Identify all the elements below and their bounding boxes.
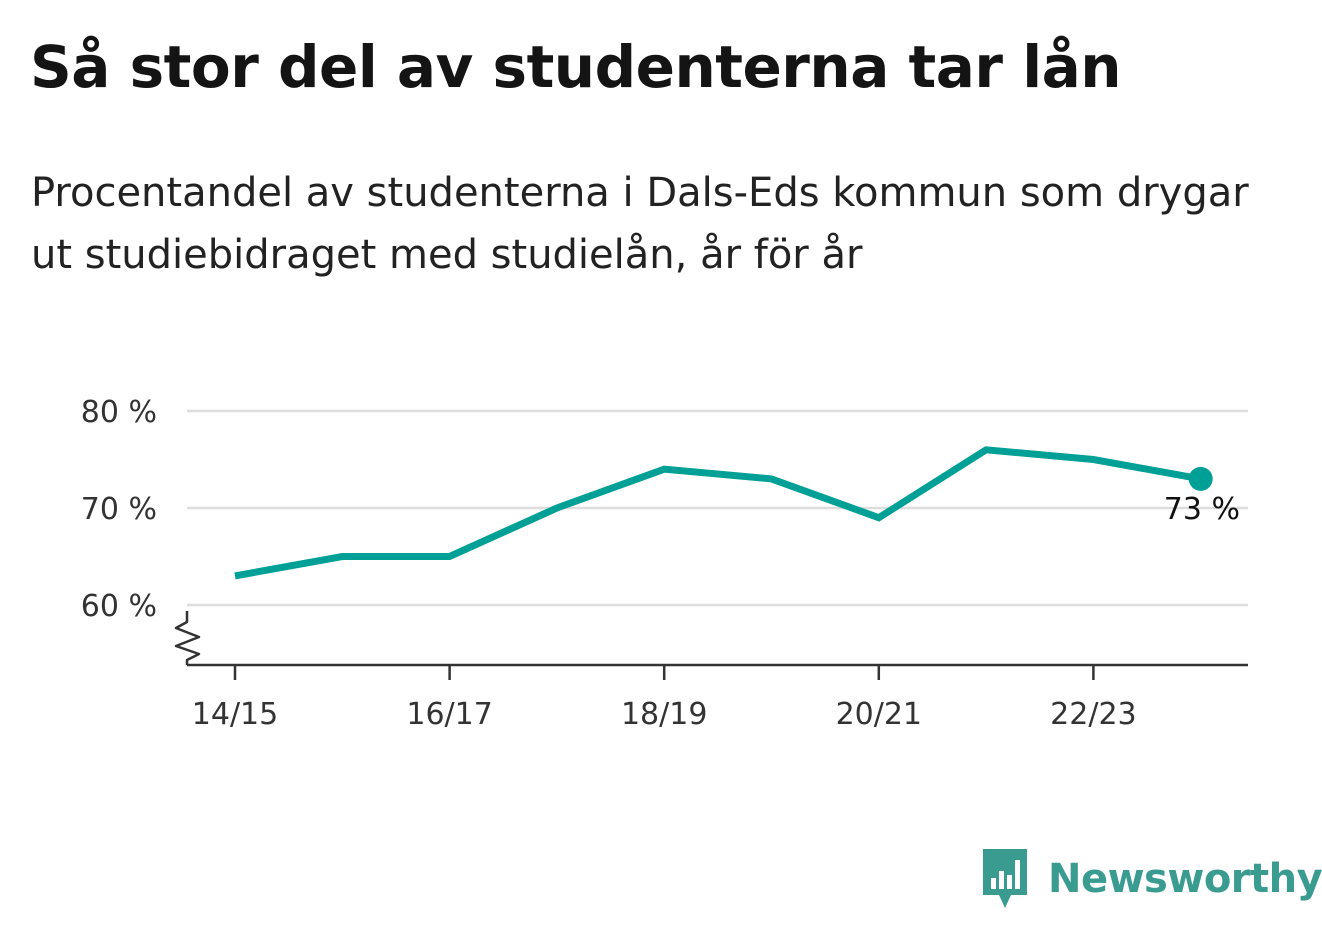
series-layer: 73 % [232, 446, 1240, 580]
data-point-20/21 [876, 515, 882, 521]
y-tick-label: 80 % [81, 395, 157, 430]
data-point-15/16 [339, 554, 345, 560]
axis-break-icon [174, 611, 201, 665]
brand-name: Newsworthy [1048, 856, 1322, 902]
x-axis-labels: 14/15 16/17 18/19 20/21 22/23 [192, 697, 1137, 732]
x-axis [174, 611, 1248, 680]
gridlines [187, 409, 1248, 607]
data-point-16/17 [447, 554, 453, 560]
brand-logo: Newsworthy [980, 846, 1322, 912]
data-point-18/19 [661, 466, 667, 472]
chart-title: Så stor del av studenterna tar lån [30, 33, 1122, 101]
data-point-14/15 [232, 573, 238, 579]
y-tick-label: 60 % [81, 589, 157, 624]
x-tick-label: 16/17 [406, 697, 492, 732]
data-point-19/20 [769, 476, 775, 482]
x-tick-label: 14/15 [192, 697, 278, 732]
data-point-22/23 [1090, 457, 1096, 463]
y-tick-label: 70 % [81, 492, 157, 527]
chart-subtitle: Procentandel av studenterna i Dals-Eds k… [31, 170, 1249, 278]
end-point-marker [1188, 466, 1213, 491]
data-point-17/18 [554, 505, 560, 511]
end-value-label: 73 % [1164, 492, 1240, 527]
y-axis-labels: 60 % 70 % 80 % [81, 395, 157, 624]
bar-chart-speech-bubble-icon [983, 849, 1027, 908]
x-tick-label: 22/23 [1050, 697, 1136, 732]
data-point-21/22 [983, 447, 989, 453]
x-tick-label: 18/19 [621, 697, 707, 732]
series-line [234, 446, 1202, 580]
x-tick-label: 20/21 [836, 697, 922, 732]
